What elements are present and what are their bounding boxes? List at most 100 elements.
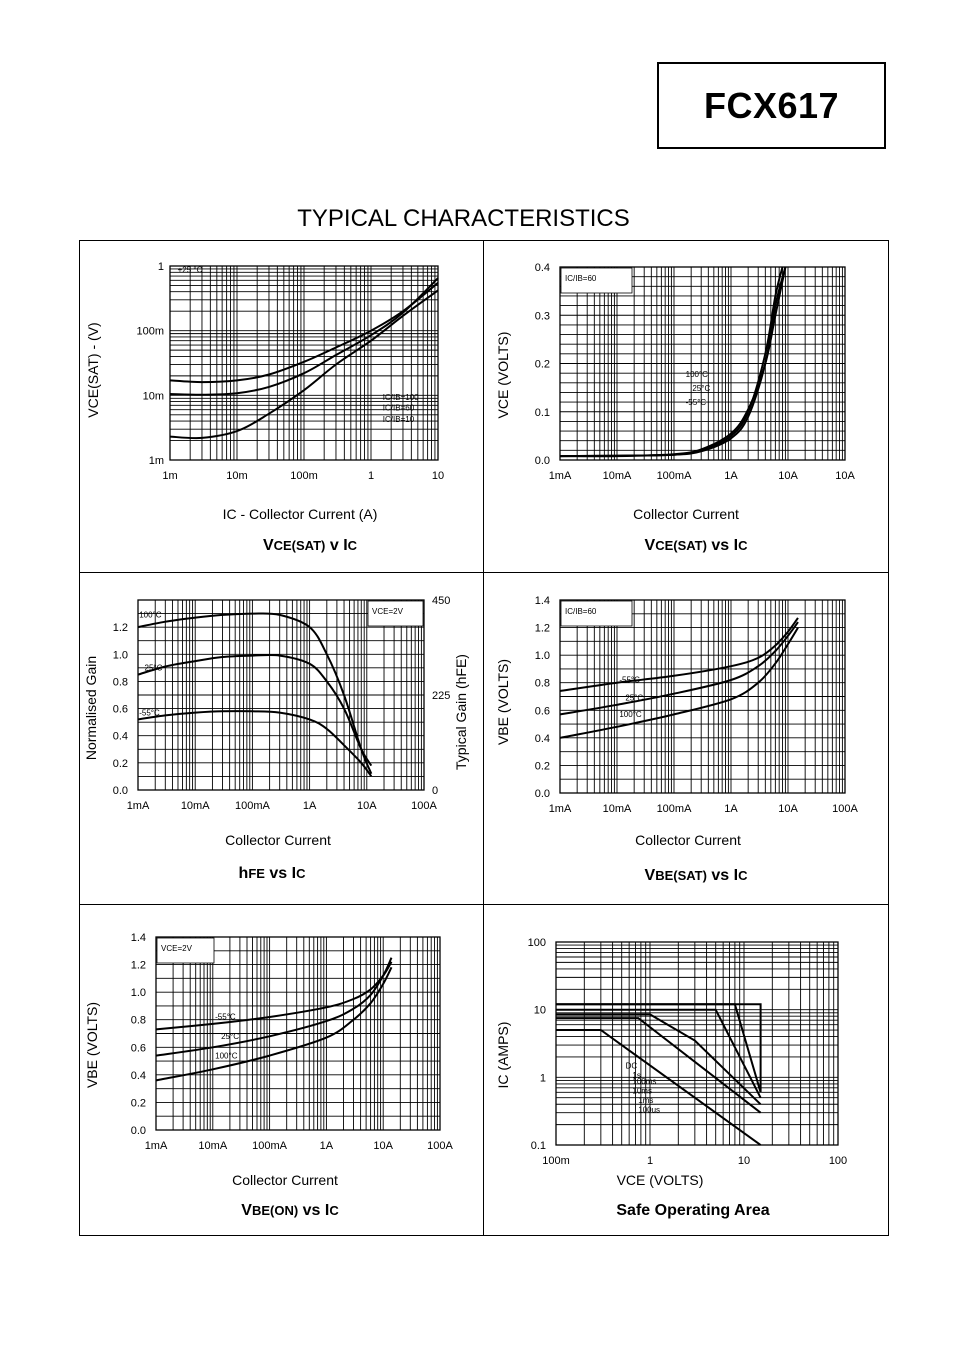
- chart-hfe_ic: [137, 599, 425, 791]
- x-axis-label: VCE (VOLTS): [617, 1172, 704, 1188]
- series-line: [556, 1003, 762, 1093]
- x-tick-label: 10A: [778, 803, 798, 815]
- y-tick-label: 1.2: [131, 960, 146, 972]
- y-tick-label: 0.8: [113, 676, 128, 688]
- x-tick-label: 100m: [542, 1155, 570, 1167]
- x-tick-label: 1mA: [145, 1140, 168, 1152]
- series-line: [137, 710, 373, 777]
- y-tick-label: 0.4: [113, 731, 128, 743]
- x-tick-label: 10: [738, 1155, 750, 1167]
- x-tick-label: 1mA: [549, 803, 572, 815]
- y-tick-label: 0.3: [535, 310, 550, 322]
- y-axis-label: VCE (VOLTS): [495, 332, 511, 419]
- legend-box: [156, 937, 215, 964]
- y-tick-label: 0.0: [535, 455, 550, 467]
- x-tick-label: 100A: [411, 800, 437, 812]
- x-tick-label: 10A: [357, 800, 377, 812]
- x-tick-label: 100mA: [235, 800, 271, 812]
- legend-label: IC/IB=60: [565, 274, 597, 283]
- legend-box: [367, 600, 424, 627]
- chart-caption: VBE(SAT) vs IC: [645, 867, 749, 884]
- x-axis-label: IC - Collector Current (A): [223, 506, 378, 522]
- x-tick-label: 1: [368, 470, 374, 482]
- annotation: IC/IB=10: [383, 415, 415, 424]
- legend-box: [560, 600, 633, 627]
- part-number: FCX617: [703, 84, 840, 126]
- x-tick-label: 10: [432, 470, 444, 482]
- series-line: [137, 612, 373, 775]
- x-tick-label: 1A: [724, 470, 738, 482]
- x-tick-label: 100mA: [657, 470, 693, 482]
- series-line: [559, 627, 799, 739]
- chart-vcesat_ic: [169, 265, 439, 461]
- plot-frame: [169, 265, 439, 461]
- chart-vbeon_ic: [155, 936, 441, 1131]
- plot-frame: [559, 599, 846, 794]
- x-tick-label: 10mA: [181, 800, 210, 812]
- series-line: [559, 266, 787, 458]
- annotation: 100°C: [139, 611, 162, 620]
- chart-caption: VCE(SAT) vs IC: [645, 537, 749, 554]
- plot-frame: [137, 599, 425, 791]
- y-right-tick-label: 225: [432, 690, 450, 702]
- series-line: [559, 617, 799, 692]
- y-axis-label: VBE (VOLTS): [495, 659, 511, 745]
- y-tick-label: 1.0: [131, 987, 146, 999]
- x-tick-label: 100mA: [657, 803, 693, 815]
- y-tick-label: 1.0: [535, 650, 550, 662]
- chart-soa: [555, 941, 839, 1146]
- annotation: 25°C: [145, 664, 163, 673]
- y-tick-label: 0.4: [131, 1070, 146, 1082]
- x-tick-label: 10mA: [198, 1140, 227, 1152]
- chart-caption: VBE(ON) vs IC: [241, 1202, 339, 1219]
- annotation: -55°C: [619, 676, 640, 685]
- series-line: [155, 966, 393, 1082]
- chart-vce_ic: [559, 266, 846, 461]
- y-tick-label: 1: [540, 1072, 546, 1084]
- annotation: IC/IB=60: [383, 404, 415, 413]
- annotation: 10ms: [632, 1086, 652, 1095]
- x-tick-label: 10A: [373, 1140, 393, 1152]
- x-tick-label: 10m: [226, 470, 247, 482]
- y-tick-label: 0.2: [535, 359, 550, 371]
- series-line: [559, 266, 787, 458]
- y-right-tick-label: 450: [432, 595, 450, 607]
- x-tick-label: 1A: [724, 803, 738, 815]
- y-tick-label: 0.6: [131, 1042, 146, 1054]
- y-tick-label: 1: [158, 261, 164, 273]
- annotation: 100°C: [619, 710, 642, 719]
- plot-frame: [155, 936, 441, 1131]
- series-line: [155, 957, 393, 1057]
- y-tick-label: 1.2: [113, 622, 128, 634]
- annotation: 100°C: [686, 370, 709, 379]
- series-line: [556, 1008, 762, 1099]
- y-tick-label: 1.4: [131, 932, 146, 944]
- annotation: 1ms: [638, 1096, 653, 1105]
- y-tick-label: 0.2: [131, 1097, 146, 1109]
- y-tick-label: 1.0: [113, 649, 128, 661]
- x-axis-label: Collector Current: [225, 832, 331, 848]
- y-tick-label: 0.0: [113, 785, 128, 797]
- page-title: TYPICAL CHARACTERISTICS: [297, 205, 630, 232]
- legend-label: VCE=2V: [372, 607, 404, 616]
- y-axis-label: Normalised Gain: [83, 656, 99, 760]
- y-tick-label: 0.0: [535, 788, 550, 800]
- frame-divider-horizontal: [79, 904, 889, 905]
- chart-caption: Safe Operating Area: [616, 1202, 769, 1219]
- annotation: 100ms: [632, 1077, 656, 1086]
- y-right-tick-label: 0: [432, 785, 438, 797]
- y-tick-label: 0.8: [131, 1015, 146, 1027]
- plot-frame: [555, 941, 839, 1146]
- annotation: -55°C: [139, 708, 160, 717]
- annotation: DC: [626, 1062, 638, 1071]
- y-tick-label: 0.2: [535, 760, 550, 772]
- series-line: [137, 653, 373, 767]
- annotation: 25°C: [692, 384, 710, 393]
- y-tick-label: 10: [534, 1005, 546, 1017]
- annotation: 100°C: [215, 1051, 238, 1060]
- x-tick-label: 10mA: [603, 470, 632, 482]
- y-tick-label: 100m: [136, 326, 164, 338]
- series-line: [155, 961, 393, 1031]
- series-line: [559, 621, 799, 716]
- y-tick-label: 1.4: [535, 595, 550, 607]
